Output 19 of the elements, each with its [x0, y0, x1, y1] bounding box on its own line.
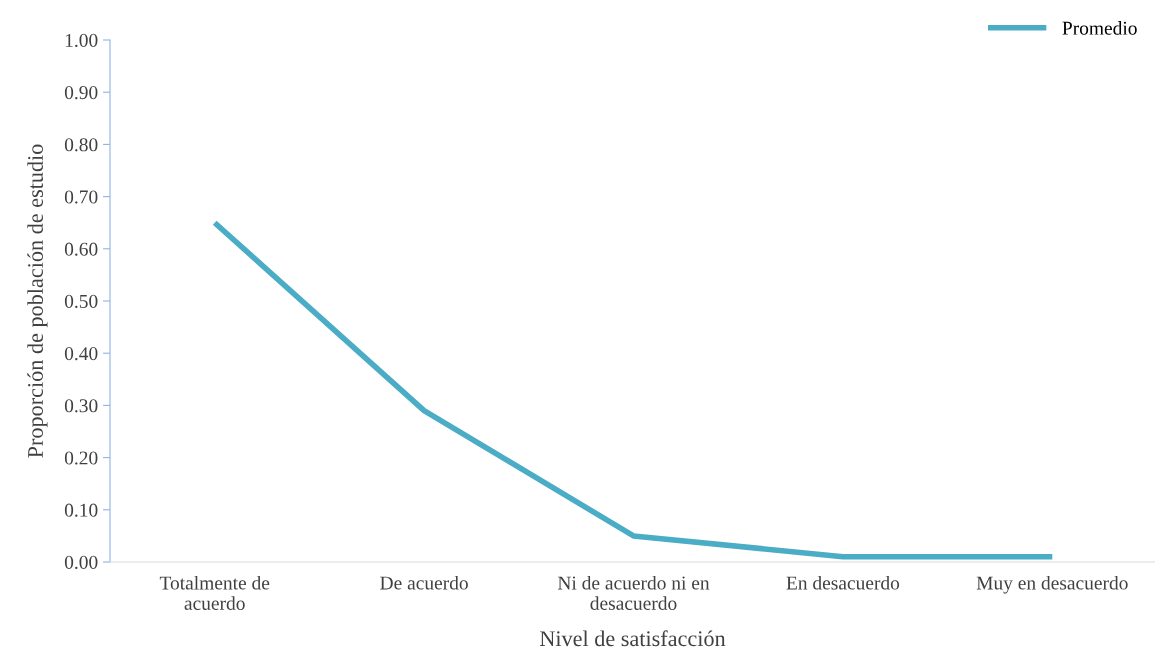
y-tick-label: 1.00: [65, 33, 98, 48]
x-axis-title: Nivel de satisfacción: [539, 630, 726, 647]
x-tick-label: Muy en desacuerdo: [976, 575, 1128, 594]
x-tick-label: Ni de acuerdo ni en desacuerdo: [557, 575, 710, 610]
y-tick-label: 0.80: [64, 138, 98, 152]
y-tick-label: 0.30: [64, 399, 98, 413]
y-tick-label: 0.20: [64, 451, 98, 465]
legend-label: Promedio: [1062, 21, 1137, 35]
y-tick-label: 0.40: [64, 347, 98, 361]
x-tick-label: De acuerdo: [380, 575, 468, 590]
y-tick-label: 0.60: [64, 242, 98, 256]
x-tick-label: Totalmente de acuerdo: [159, 575, 270, 610]
y-tick-label: 0.70: [64, 190, 98, 204]
y-tick-label: 0.00: [64, 555, 98, 570]
y-tick-label: 0.90: [64, 86, 98, 100]
x-tick-label: En desacuerdo: [786, 575, 900, 590]
y-tick-label: 0.10: [64, 503, 98, 517]
y-axis-title: Proporción de población de estudio: [27, 144, 48, 458]
y-tick-label: 0.50: [64, 294, 98, 309]
